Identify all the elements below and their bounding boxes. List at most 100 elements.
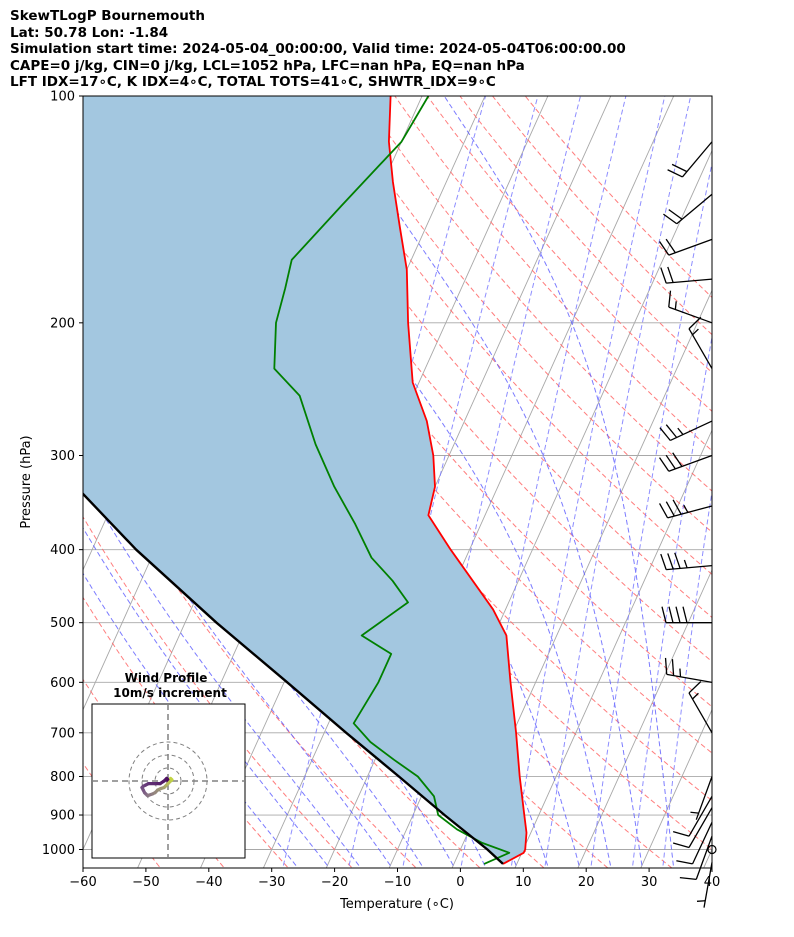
barb-staff (670, 420, 713, 442)
wind-barb (664, 657, 713, 683)
mixing-ratio-line (590, 160, 712, 866)
y-tick-label: 300 (50, 449, 75, 464)
barb-staff (688, 328, 713, 369)
barb-staff (667, 505, 713, 519)
parcel-line (83, 492, 504, 865)
y-axis-label: Pressure (hPa) (19, 435, 34, 528)
y-tick-label: 100 (50, 90, 75, 105)
barb-half-flag (683, 559, 688, 569)
wind-barb (659, 420, 713, 442)
barb-flag (672, 830, 690, 837)
wind-barb (667, 141, 713, 178)
barb-staff (668, 238, 713, 256)
chart-title: SkewTLogP Bournemouth (10, 8, 205, 24)
wind-barb (660, 266, 713, 284)
barb-flag (675, 606, 681, 623)
indices-line: LFT IDX=17∘C, K IDX=4∘C, TOTAL TOTS=41∘C… (10, 74, 496, 90)
wind-barb (661, 606, 712, 624)
plot-area (83, 96, 712, 868)
x-tick-label: 10 (515, 875, 532, 890)
barb-half-flag (674, 301, 677, 310)
barb-staff (688, 807, 713, 848)
barb-flag (667, 169, 683, 178)
y-tick-label: 500 (50, 616, 75, 631)
barb-flag (679, 877, 697, 881)
hodograph-ring (154, 767, 182, 795)
barb-flag (665, 454, 676, 470)
barb-flag (672, 842, 690, 849)
x-tick-label: −30 (258, 875, 285, 890)
y-tick-label: 400 (50, 543, 75, 558)
barb-flag (674, 552, 681, 569)
dry-adiabat (426, 96, 712, 412)
barb-flag (665, 424, 678, 438)
hodograph-subtitle: 10m/s increment (113, 686, 227, 700)
wind-barb (672, 795, 713, 837)
barb-half-flag (677, 427, 684, 435)
wind-barb (679, 835, 713, 881)
moist-adiabat (228, 96, 611, 866)
mixing-ratio-line (662, 488, 712, 866)
wind-barb (668, 290, 713, 324)
barb-half-flag (683, 504, 689, 513)
barb-half-flag (692, 692, 699, 700)
dry-adiabat (263, 96, 712, 619)
wind-barb (707, 844, 717, 855)
barb-flag (667, 266, 674, 283)
isotherm-line (262, 96, 612, 868)
barb-flag (660, 267, 667, 284)
wind-barbs (658, 141, 717, 908)
wind-barb (660, 552, 713, 571)
mixing-ratio-line (511, 96, 666, 866)
barb-flag (663, 213, 678, 225)
wind-barb (690, 776, 713, 820)
barb-staff (695, 835, 713, 880)
barb-staff (688, 795, 713, 837)
y-tick-label: 800 (50, 770, 75, 785)
cape-shading (83, 96, 527, 864)
hodograph-inset: Wind Profile 10m/s increment (91, 671, 246, 859)
y-tick-label: 700 (50, 726, 75, 741)
wind-barb (696, 862, 713, 908)
wind-barb (659, 238, 713, 256)
barb-flag (658, 503, 669, 519)
x-tick-label: 20 (578, 875, 595, 890)
barb-staff (666, 278, 713, 284)
wind-barb (658, 499, 713, 519)
x-tick-label: −60 (69, 875, 96, 890)
barb-flag (676, 860, 693, 865)
y-tick-label: 200 (50, 316, 75, 331)
x-tick-label: 30 (641, 875, 658, 890)
barb-flag (688, 681, 702, 694)
barb-flag (672, 499, 682, 515)
dry-adiabat (198, 96, 712, 708)
dry-adiabat (394, 96, 712, 452)
barb-staff (681, 141, 713, 178)
x-tick-label: −10 (384, 875, 411, 890)
barb-flag (660, 553, 667, 570)
barb-flag (659, 457, 670, 472)
x-tick-label: 0 (456, 875, 464, 890)
barb-flag (665, 501, 675, 517)
barb-flag (682, 606, 688, 623)
barb-staff (688, 692, 713, 734)
barb-flag (688, 316, 702, 330)
barb-half-flag (696, 900, 706, 902)
temperature-line (387, 96, 528, 865)
y-tick-label: 600 (50, 676, 75, 691)
barb-half-flag (692, 328, 699, 336)
isotherm-line (577, 568, 712, 868)
calm-circle (707, 844, 717, 855)
barb-staff (703, 862, 713, 908)
barb-flag (659, 427, 671, 441)
barb-flag (671, 163, 688, 173)
wind-barb (663, 193, 713, 225)
x-tick-label: −50 (132, 875, 159, 890)
barb-flag (668, 290, 672, 308)
barb-staff (668, 306, 713, 324)
barb-flag (661, 606, 667, 623)
stability-line: CAPE=0 j/kg, CIN=0 j/kg, LCL=1052 hPa, L… (10, 57, 525, 74)
wind-barb (659, 452, 713, 472)
barb-half-flag (679, 668, 682, 677)
